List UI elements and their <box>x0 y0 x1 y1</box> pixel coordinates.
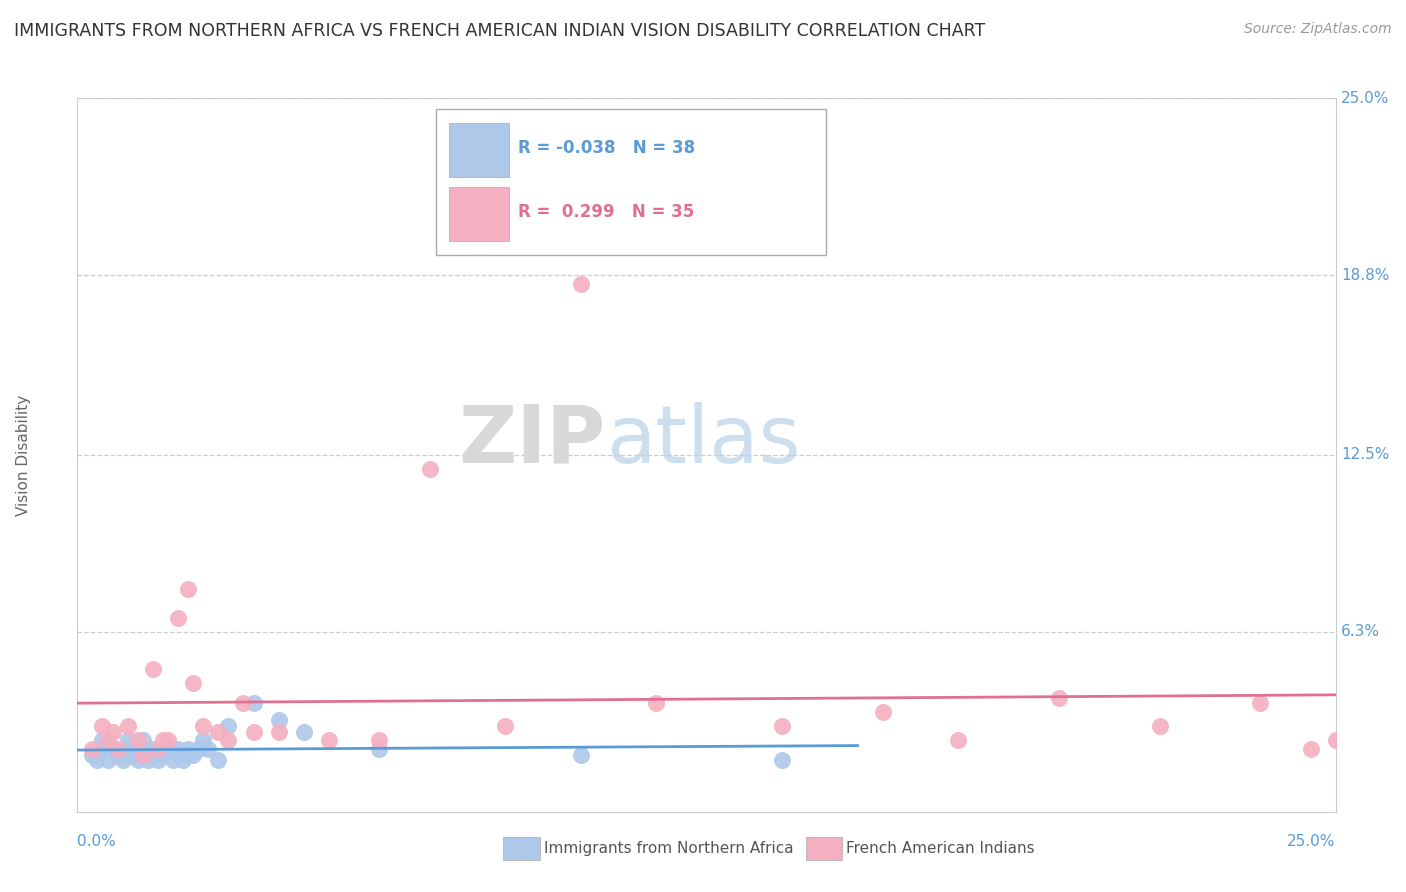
Point <box>132 747 155 762</box>
Point <box>207 753 229 767</box>
Point <box>82 747 104 762</box>
Point <box>167 742 190 756</box>
Text: 6.3%: 6.3% <box>1341 624 1381 640</box>
Text: R = -0.038   N = 38: R = -0.038 N = 38 <box>517 139 695 157</box>
Point <box>267 714 290 728</box>
Point <box>107 747 129 762</box>
Point <box>96 753 118 767</box>
Point <box>191 719 215 733</box>
Point <box>101 742 124 756</box>
Point <box>121 747 143 762</box>
Point <box>177 582 200 596</box>
Point <box>146 753 169 767</box>
Text: 25.0%: 25.0% <box>1288 834 1336 849</box>
FancyBboxPatch shape <box>449 123 509 177</box>
Point <box>96 733 118 747</box>
Point <box>101 724 124 739</box>
Text: 12.5%: 12.5% <box>1341 448 1389 462</box>
Text: 25.0%: 25.0% <box>1341 91 1389 105</box>
Point <box>91 742 114 756</box>
Point <box>136 753 159 767</box>
Point <box>111 753 134 767</box>
Text: French American Indians: French American Indians <box>846 841 1035 855</box>
Point <box>292 724 315 739</box>
Point <box>645 696 668 710</box>
Point <box>156 733 179 747</box>
Point <box>167 747 190 762</box>
Point <box>217 733 239 747</box>
Text: ZIP: ZIP <box>458 401 606 480</box>
Point <box>142 742 165 756</box>
Text: Immigrants from Northern Africa: Immigrants from Northern Africa <box>544 841 794 855</box>
Point <box>494 719 516 733</box>
Point <box>569 747 592 762</box>
Point <box>86 753 108 767</box>
Point <box>242 724 264 739</box>
Point <box>156 742 179 756</box>
Point <box>569 277 592 291</box>
Point <box>132 742 155 756</box>
Point <box>127 733 149 747</box>
Point <box>91 719 114 733</box>
Point <box>167 610 190 624</box>
Point <box>368 733 391 747</box>
Text: 0.0%: 0.0% <box>77 834 117 849</box>
Point <box>187 742 209 756</box>
Point <box>117 733 139 747</box>
Point <box>172 753 194 767</box>
Point <box>177 742 200 756</box>
Point <box>368 742 391 756</box>
Point <box>127 753 149 767</box>
Point <box>177 747 200 762</box>
Point <box>1149 719 1171 733</box>
Point <box>217 719 239 733</box>
Text: atlas: atlas <box>606 401 800 480</box>
Point <box>107 742 129 756</box>
Point <box>91 733 114 747</box>
Point <box>82 742 104 756</box>
Point <box>191 733 215 747</box>
Point <box>232 696 254 710</box>
Point <box>146 742 169 756</box>
Point <box>267 724 290 739</box>
Point <box>770 753 793 767</box>
Point <box>117 742 139 756</box>
Point <box>948 733 970 747</box>
Point <box>117 719 139 733</box>
FancyBboxPatch shape <box>436 109 827 255</box>
Text: Source: ZipAtlas.com: Source: ZipAtlas.com <box>1244 22 1392 37</box>
Point <box>152 733 174 747</box>
Point <box>152 747 174 762</box>
Point <box>770 719 793 733</box>
Point <box>242 696 264 710</box>
Point <box>318 733 340 747</box>
FancyBboxPatch shape <box>449 187 509 241</box>
Text: 18.8%: 18.8% <box>1341 268 1389 283</box>
Point <box>1047 690 1070 705</box>
Point <box>142 747 165 762</box>
Point <box>1299 742 1322 756</box>
Point <box>181 676 204 690</box>
Point <box>181 747 204 762</box>
Point <box>162 753 184 767</box>
Point <box>419 462 441 476</box>
Point <box>142 662 165 676</box>
Point <box>207 724 229 739</box>
Point <box>132 733 155 747</box>
Text: Vision Disability: Vision Disability <box>17 394 31 516</box>
Point <box>1324 733 1347 747</box>
Text: R =  0.299   N = 35: R = 0.299 N = 35 <box>517 203 695 221</box>
Point <box>872 705 894 719</box>
Point <box>197 742 219 756</box>
Point <box>1249 696 1271 710</box>
Text: IMMIGRANTS FROM NORTHERN AFRICA VS FRENCH AMERICAN INDIAN VISION DISABILITY CORR: IMMIGRANTS FROM NORTHERN AFRICA VS FRENC… <box>14 22 986 40</box>
